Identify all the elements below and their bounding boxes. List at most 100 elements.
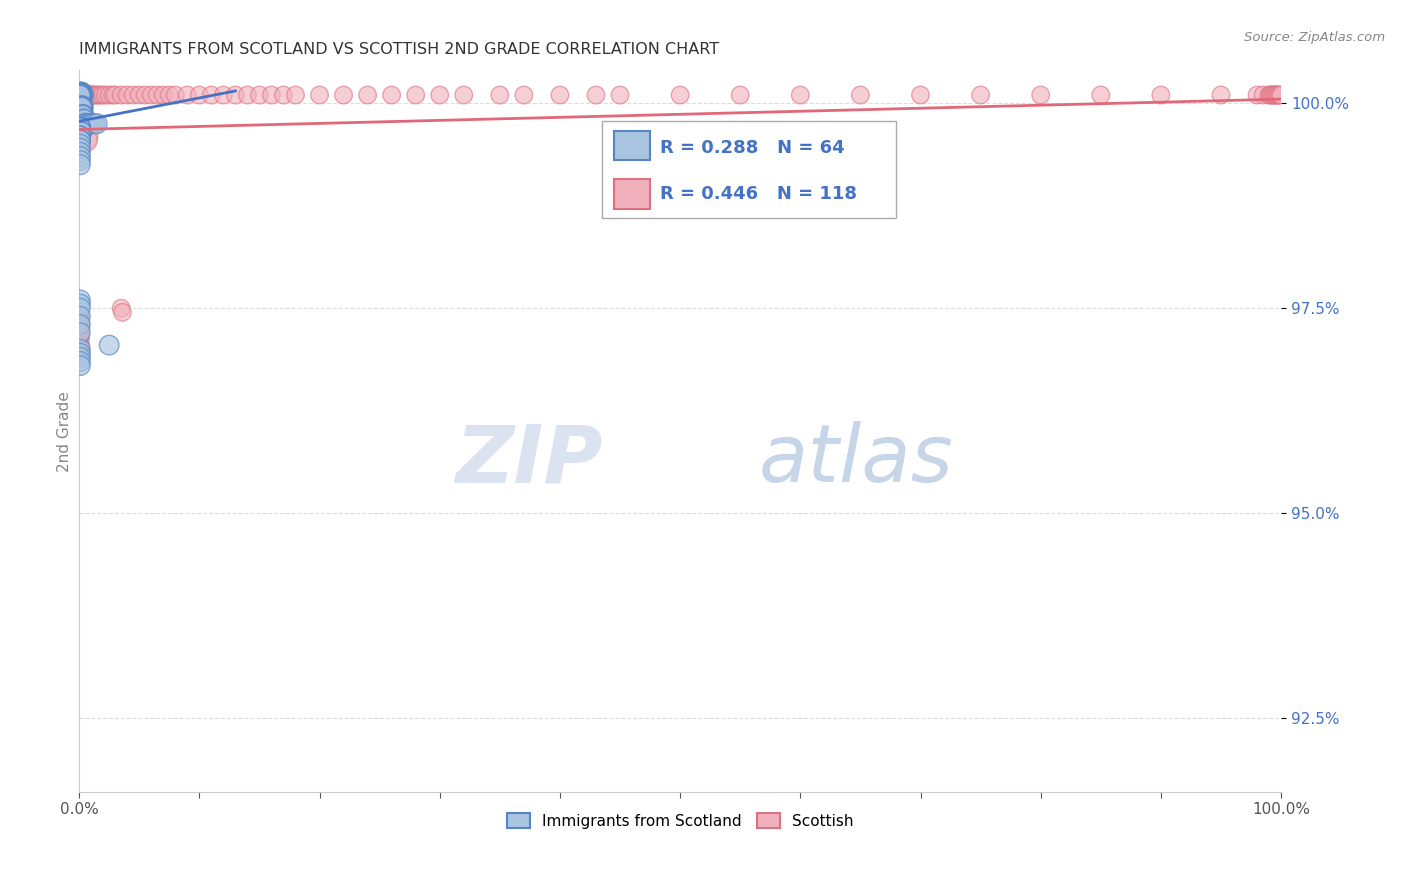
- Point: [69, 88, 91, 103]
- Point: [73, 88, 96, 103]
- Text: atlas: atlas: [758, 421, 953, 499]
- Point: [789, 88, 811, 103]
- Point: [1029, 88, 1052, 103]
- Point: [176, 88, 198, 103]
- Point: [77, 117, 100, 131]
- Point: [70, 88, 93, 103]
- Point: [69, 346, 91, 360]
- Point: [69, 141, 91, 155]
- Point: [69, 120, 91, 135]
- Point: [188, 88, 211, 103]
- Point: [72, 125, 94, 139]
- Point: [69, 128, 91, 143]
- Point: [94, 88, 117, 103]
- Point: [70, 125, 93, 139]
- Point: [110, 301, 132, 316]
- Point: [69, 88, 91, 103]
- Point: [72, 109, 94, 123]
- Point: [1270, 88, 1292, 103]
- FancyBboxPatch shape: [614, 179, 650, 209]
- Point: [69, 310, 91, 324]
- Point: [284, 88, 307, 103]
- Point: [1251, 88, 1274, 103]
- Point: [69, 88, 91, 103]
- Text: R = 0.288   N = 64: R = 0.288 N = 64: [659, 139, 844, 157]
- Point: [91, 88, 114, 103]
- Point: [87, 88, 110, 103]
- Point: [69, 88, 91, 103]
- Point: [69, 318, 91, 332]
- Point: [128, 88, 150, 103]
- Point: [332, 88, 354, 103]
- Point: [75, 117, 97, 131]
- Point: [1263, 88, 1285, 103]
- Point: [69, 354, 91, 368]
- Point: [134, 88, 156, 103]
- Point: [1260, 88, 1282, 103]
- Point: [70, 100, 93, 114]
- Point: [80, 88, 103, 103]
- Point: [69, 104, 91, 119]
- Point: [69, 88, 91, 103]
- Point: [111, 305, 134, 319]
- Point: [86, 88, 108, 103]
- Point: [273, 88, 295, 103]
- Point: [69, 120, 91, 135]
- Point: [77, 88, 100, 103]
- Point: [69, 133, 91, 147]
- Point: [69, 346, 91, 360]
- Point: [429, 88, 451, 103]
- Point: [73, 88, 96, 103]
- Point: [609, 88, 631, 103]
- FancyBboxPatch shape: [602, 121, 897, 219]
- Point: [70, 125, 93, 139]
- Text: ZIP: ZIP: [454, 421, 602, 499]
- Point: [69, 88, 91, 103]
- Point: [70, 88, 93, 103]
- Point: [69, 120, 91, 135]
- Text: IMMIGRANTS FROM SCOTLAND VS SCOTTISH 2ND GRADE CORRELATION CHART: IMMIGRANTS FROM SCOTLAND VS SCOTTISH 2ND…: [79, 42, 720, 57]
- Point: [80, 117, 103, 131]
- Text: Source: ZipAtlas.com: Source: ZipAtlas.com: [1244, 31, 1385, 45]
- Point: [69, 293, 91, 307]
- Point: [69, 120, 91, 135]
- Point: [69, 338, 91, 352]
- Point: [83, 88, 105, 103]
- Point: [236, 88, 259, 103]
- Point: [141, 88, 163, 103]
- Point: [69, 133, 91, 147]
- Point: [249, 88, 271, 103]
- Point: [69, 109, 91, 123]
- Point: [69, 326, 91, 340]
- Point: [70, 88, 93, 103]
- Point: [69, 137, 91, 152]
- Point: [101, 88, 124, 103]
- Y-axis label: 2nd Grade: 2nd Grade: [58, 391, 72, 472]
- Point: [69, 120, 91, 135]
- Point: [69, 88, 91, 103]
- Point: [69, 326, 91, 340]
- Point: [69, 88, 91, 103]
- Point: [969, 88, 991, 103]
- Point: [69, 359, 91, 373]
- Point: [110, 88, 132, 103]
- Point: [122, 88, 145, 103]
- Point: [69, 322, 91, 336]
- Text: R = 0.446   N = 118: R = 0.446 N = 118: [659, 185, 856, 203]
- Point: [70, 100, 93, 114]
- Point: [79, 88, 101, 103]
- Point: [69, 88, 91, 103]
- Point: [69, 318, 91, 332]
- Point: [1246, 88, 1268, 103]
- Point: [157, 88, 180, 103]
- Point: [69, 88, 91, 103]
- Point: [405, 88, 427, 103]
- Point: [910, 88, 932, 103]
- Point: [69, 100, 91, 114]
- Point: [86, 117, 108, 131]
- Point: [70, 88, 93, 103]
- Point: [72, 88, 94, 103]
- Point: [69, 100, 91, 114]
- Point: [76, 88, 98, 103]
- FancyBboxPatch shape: [614, 130, 650, 160]
